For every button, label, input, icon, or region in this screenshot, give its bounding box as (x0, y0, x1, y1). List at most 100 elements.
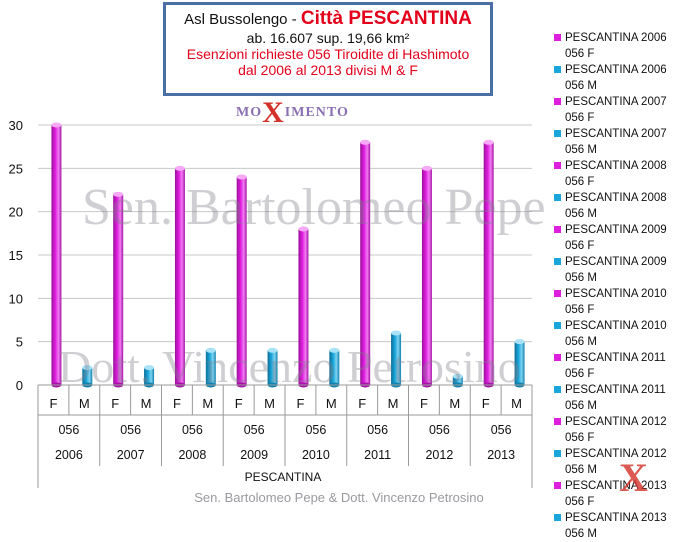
bar-top (298, 226, 309, 232)
x-tick-year: 2008 (178, 448, 206, 462)
legend-item: PESCANTINA 2010 056 M (554, 318, 678, 350)
y-tick-label: 20 (9, 205, 23, 220)
legend-swatch (554, 418, 561, 425)
bars (51, 122, 525, 388)
bar-body (483, 142, 494, 385)
legend-sublabel: 056 M (565, 336, 597, 348)
legend-sublabel: 056 M (565, 80, 597, 92)
bar-body (298, 229, 309, 385)
legend-swatch (554, 354, 561, 361)
x-tick-year: 2007 (117, 448, 145, 462)
legend-label: PESCANTINA 2012 (565, 416, 667, 428)
bar-2006-F (51, 122, 62, 388)
bar-2007-F (113, 191, 124, 388)
legend-sublabel: 056 M (565, 400, 597, 412)
legend-item: PESCANTINA 2013 056 M (554, 510, 678, 542)
bar-2010-F (298, 226, 309, 388)
bar-top (174, 165, 185, 171)
bar-top (82, 365, 93, 371)
x-tick-sex: M (449, 396, 460, 411)
title-line-2: ab. 16.607 sup. 19,66 km² (246, 29, 410, 46)
x-tick-sex: M (511, 396, 522, 411)
x-tick-year: 2006 (55, 448, 83, 462)
legend-swatch (554, 386, 561, 393)
legend-swatch (554, 290, 561, 297)
x-tick-code: 056 (182, 423, 203, 437)
legend-sublabel: 056 M (565, 528, 597, 540)
x-tick-sex: M (326, 396, 337, 411)
bar-2008-M (205, 347, 216, 388)
bar-2006-M (82, 365, 93, 388)
legend: PESCANTINA 2006 056 F PESCANTINA 2006 056 M… (554, 30, 678, 542)
bar-2007-M (144, 365, 155, 388)
x-tick-sex: F (111, 396, 119, 411)
legend-label: PESCANTINA 2009 (565, 256, 667, 268)
bar-body (514, 341, 525, 385)
bar-body (360, 142, 371, 385)
bar-body (144, 367, 155, 385)
bar-top (360, 139, 371, 145)
y-tick-label: 30 (9, 118, 23, 133)
y-tick-label: 10 (9, 291, 23, 306)
bar-2012-F (421, 165, 432, 388)
legend-label: PESCANTINA 2007 (565, 96, 667, 108)
x-tick-sex: F (235, 396, 243, 411)
bar-top (483, 139, 494, 145)
x-tick-sex: M (202, 396, 213, 411)
title-city: Città PESCANTINA (300, 8, 472, 29)
y-gridlines (38, 124, 532, 386)
x-tick-year: 2013 (487, 448, 515, 462)
legend-swatch (554, 98, 561, 105)
legend-sublabel: 056 M (565, 208, 597, 220)
bar-top (51, 122, 62, 128)
legend-swatch (554, 66, 561, 73)
x-tick-sex: M (79, 396, 90, 411)
title-line-4: dal 2006 al 2013 divisi M & F (238, 62, 418, 79)
x-tick-code: 056 (120, 423, 141, 437)
legend-swatch (554, 194, 561, 201)
legend-sublabel: 056 F (565, 48, 595, 60)
legend-swatch (554, 450, 561, 457)
footer-credits: Sen. Bartolomeo Pepe & Dott. Vincenzo Pe… (194, 490, 484, 505)
legend-item: PESCANTINA 2006 056 M (554, 62, 678, 94)
legend-label: PESCANTINA 2011 (565, 352, 666, 364)
legend-item: PESCANTINA 2008 056 F (554, 158, 678, 190)
legend-sublabel: 056 F (565, 112, 595, 124)
x-tick-sex: F (296, 396, 304, 411)
x-tick-year: 2011 (364, 448, 391, 462)
legend-sublabel: 056 F (565, 368, 595, 380)
bar-top (452, 373, 463, 379)
legend-label: PESCANTINA 2009 (565, 224, 667, 236)
moximento-logo-watermark: MOXIMENTO (236, 96, 349, 129)
legend-swatch (554, 130, 561, 137)
y-tick-labels: 0 5 10 15 20 25 30 (9, 118, 23, 393)
legend-sublabel: 056 F (565, 176, 595, 188)
legend-label: PESCANTINA 2006 (565, 32, 667, 44)
legend-sublabel: 056 F (565, 496, 595, 508)
bar-body (452, 376, 463, 385)
x-tick-sex: M (141, 396, 152, 411)
bar-body (51, 125, 62, 385)
bar-2013-F (483, 139, 494, 388)
bar-top (267, 347, 278, 353)
x-tick-sex: F (482, 396, 490, 411)
legend-sublabel: 056 M (565, 464, 597, 476)
legend-swatch (554, 258, 561, 265)
title-line-3: Esenzioni richieste 056 Tiroidite di Has… (186, 45, 470, 62)
x-tick-sex: F (420, 396, 428, 411)
bar-2013-M (514, 339, 525, 388)
x-tick-sex: F (173, 396, 181, 411)
legend-swatch (554, 322, 561, 329)
x-tick-code: 056 (491, 423, 512, 437)
legend-sublabel: 056 M (565, 144, 597, 156)
bar-2008-F (174, 165, 185, 388)
legend-item: PESCANTINA 2008 056 M (554, 190, 678, 222)
x-tick-code: 056 (244, 423, 265, 437)
legend-item: PESCANTINA 2007 056 F (554, 94, 678, 126)
bar-top (113, 191, 124, 197)
x-tick-year: 2010 (302, 448, 330, 462)
corner-x-logo: X (619, 455, 648, 500)
bar-2009-M (267, 347, 278, 388)
legend-label: PESCANTINA 2013 (565, 512, 667, 524)
